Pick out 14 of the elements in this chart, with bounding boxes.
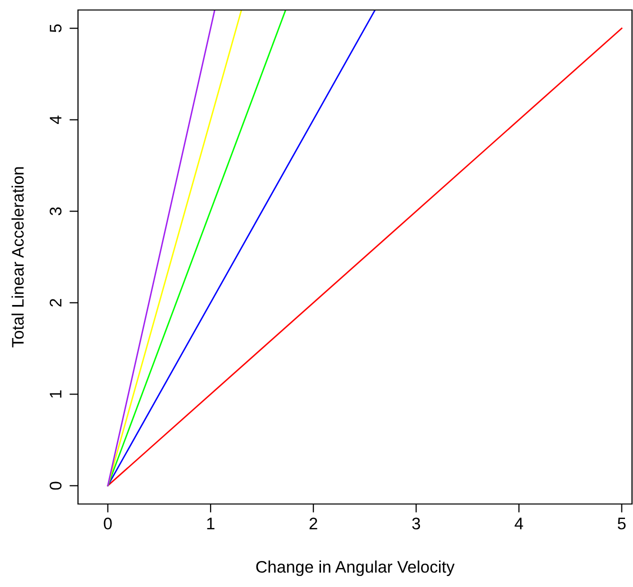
y-tick-label: 2 xyxy=(50,298,62,307)
y-axis-title: Total Linear Acceleration xyxy=(12,167,24,348)
y-tick-label: 1 xyxy=(50,390,62,398)
x-tick-label: 4 xyxy=(514,518,524,530)
x-tick-label: 1 xyxy=(207,518,214,530)
x-tick-label: 2 xyxy=(310,518,318,530)
x-axis-title: Change in Angular Velocity xyxy=(256,560,455,576)
x-tick-label: 0 xyxy=(104,518,112,530)
y-tick-label: 5 xyxy=(50,24,62,32)
y-tick-label: 3 xyxy=(50,207,62,216)
x-tick-label: 3 xyxy=(412,518,420,530)
y-tick-label: 0 xyxy=(50,482,62,490)
y-tick-label: 4 xyxy=(50,116,62,124)
x-tick-label: 5 xyxy=(618,518,626,530)
